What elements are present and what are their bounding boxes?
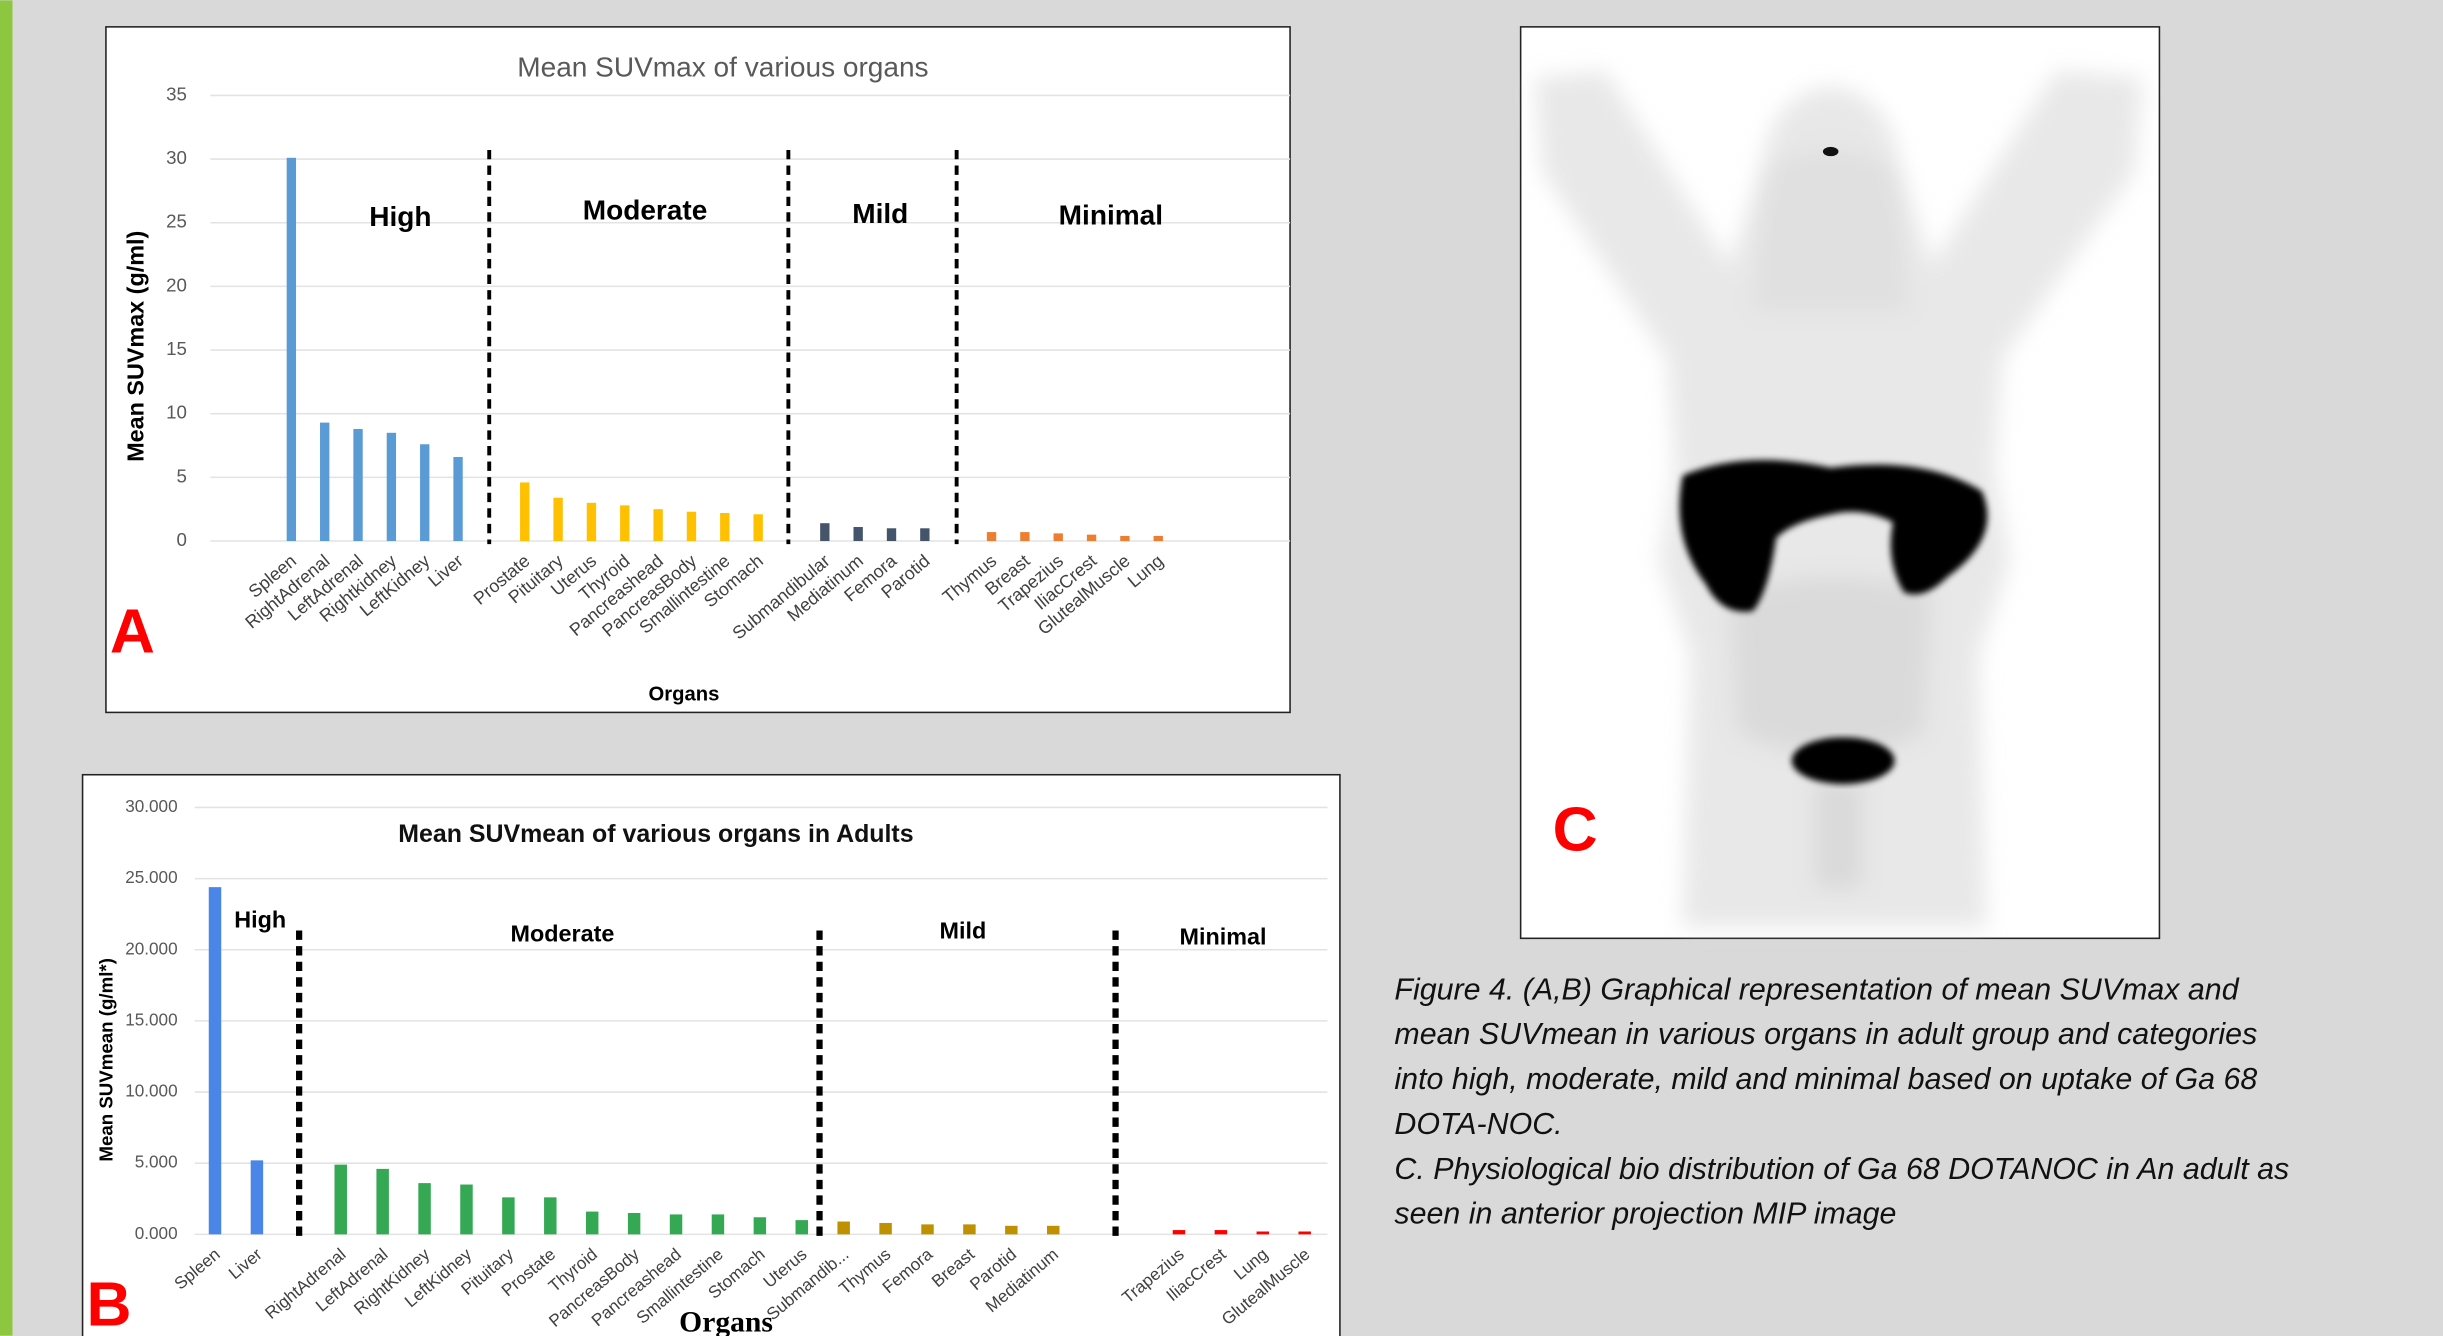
y-tick-label: 20 xyxy=(166,274,187,295)
bar xyxy=(920,528,929,541)
bar xyxy=(963,1224,975,1234)
group-label: High xyxy=(369,201,431,232)
bar xyxy=(502,1197,514,1234)
y-tick-label: 25 xyxy=(166,211,187,232)
y-tick-label: 30 xyxy=(166,147,187,168)
group-label: Mild xyxy=(852,198,908,229)
chart-title: Mean SUVmax of various organs xyxy=(517,51,928,82)
y-tick-label: 5 xyxy=(177,465,187,486)
group-label: Moderate xyxy=(511,920,615,946)
x-axis-label: Organs xyxy=(649,684,720,706)
bar xyxy=(887,528,896,541)
bar xyxy=(1215,1230,1227,1234)
bar xyxy=(720,513,729,541)
y-tick-label: 15 xyxy=(166,338,187,359)
bar xyxy=(879,1223,891,1234)
bar xyxy=(754,1217,766,1234)
bar xyxy=(1047,1226,1059,1235)
panel-label: C xyxy=(1553,795,1598,864)
caption-line: C. Physiological bio distribution of Ga … xyxy=(1394,1152,2289,1186)
bar xyxy=(753,514,762,541)
bar xyxy=(653,509,662,541)
y-tick-label: 15.000 xyxy=(125,1009,177,1029)
side-stripe xyxy=(0,0,12,1335)
panel-label: A xyxy=(110,598,155,667)
bar xyxy=(796,1220,808,1234)
bar xyxy=(376,1169,388,1234)
y-tick-label: 10 xyxy=(166,402,187,423)
bar xyxy=(670,1214,682,1234)
caption-line: mean SUVmean in various organs in adult … xyxy=(1394,1017,2257,1051)
caption-line: Figure 4. (A,B) Graphical representation… xyxy=(1394,972,2239,1006)
bar xyxy=(287,158,296,541)
group-label: Mild xyxy=(940,917,987,943)
bar xyxy=(418,1183,430,1234)
bar xyxy=(987,532,996,541)
caption-line: into high, moderate, mild and minimal ba… xyxy=(1394,1062,2257,1096)
mip-image xyxy=(1521,27,2160,938)
y-axis-label: Mean SUVmax (g/ml) xyxy=(122,231,148,462)
bar xyxy=(620,505,629,541)
group-label: High xyxy=(234,906,286,932)
bar xyxy=(712,1214,724,1234)
y-tick-label: 30.000 xyxy=(125,796,177,816)
bar xyxy=(587,503,596,541)
poster: C Figure 4. (A,B) Graphical representati… xyxy=(0,0,2443,1336)
bar xyxy=(1257,1232,1269,1235)
bar xyxy=(420,444,429,541)
caption-line: seen in anterior projection MIP image xyxy=(1394,1197,1896,1231)
y-tick-label: 25.000 xyxy=(125,867,177,887)
bar xyxy=(837,1222,849,1235)
bar xyxy=(921,1224,933,1234)
bar xyxy=(1020,532,1029,541)
y-tick-label: 20.000 xyxy=(125,938,177,958)
bar xyxy=(1054,533,1063,541)
y-tick-label: 5.000 xyxy=(135,1152,178,1172)
bar xyxy=(209,887,221,1234)
group-label: Minimal xyxy=(1180,923,1267,949)
bar xyxy=(687,512,696,541)
bar xyxy=(1154,536,1163,541)
group-label: Minimal xyxy=(1059,199,1163,230)
bar xyxy=(820,523,829,541)
y-tick-label: 35 xyxy=(166,83,187,104)
bar xyxy=(586,1212,598,1235)
panel-label: B xyxy=(87,1271,132,1336)
bar xyxy=(520,482,529,541)
x-axis-label: Organs xyxy=(679,1307,773,1336)
y-tick-label: 0.000 xyxy=(135,1223,178,1243)
y-tick-label: 0 xyxy=(177,529,187,550)
bar xyxy=(1298,1232,1310,1235)
group-label: Moderate xyxy=(583,195,708,226)
bar xyxy=(353,429,362,541)
page: {"chart_data": [ {"type": "bar", "panel_… xyxy=(0,0,2443,1336)
bar xyxy=(320,423,329,541)
bar xyxy=(553,498,562,541)
bar xyxy=(335,1165,347,1235)
chart-title: Mean SUVmean of various organs in Adults xyxy=(398,820,913,848)
y-tick-label: 10.000 xyxy=(125,1081,177,1101)
bar xyxy=(387,433,396,541)
bar xyxy=(453,457,462,541)
y-axis-label: Mean SUVmean (g/ml*) xyxy=(95,958,116,1162)
bar xyxy=(1120,536,1129,541)
bar xyxy=(460,1185,472,1235)
bar xyxy=(1087,535,1096,541)
bar xyxy=(628,1213,640,1234)
bar xyxy=(853,527,862,541)
caption-line: DOTA-NOC. xyxy=(1394,1107,1562,1141)
bar xyxy=(251,1160,263,1234)
bar xyxy=(1005,1226,1017,1235)
bar xyxy=(544,1197,556,1234)
bar xyxy=(1173,1230,1185,1234)
